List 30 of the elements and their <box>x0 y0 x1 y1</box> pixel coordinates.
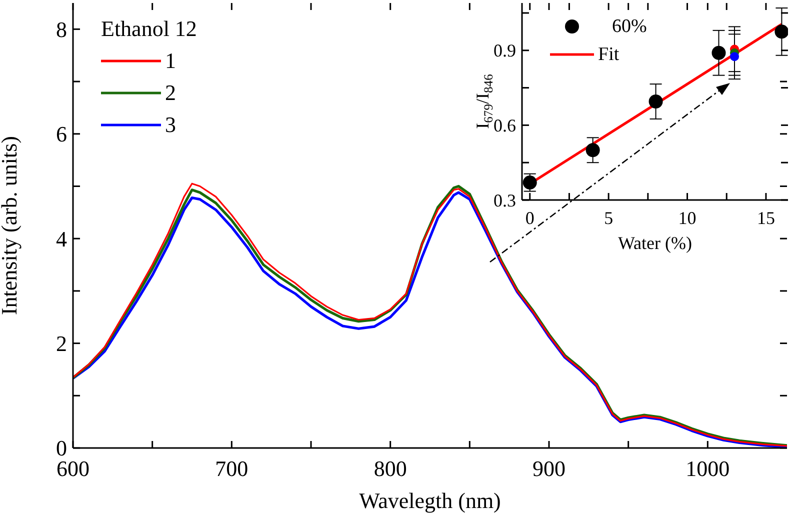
point <box>712 46 726 60</box>
y-axis-title: Intensity (arb. units) <box>0 136 22 316</box>
x-tick-label: 0 <box>525 208 534 228</box>
x-tick-label: 10 <box>678 208 696 228</box>
x-axis-title: Wavelegth (nm) <box>359 488 501 513</box>
x-tick-label: 800 <box>374 456 407 481</box>
legend-label: 1 <box>165 46 176 75</box>
y-tick-label: 0.9 <box>494 40 516 61</box>
point <box>648 94 663 108</box>
legend-label: 60% <box>612 15 647 39</box>
x-tick-label: 900 <box>532 456 566 481</box>
y-tick-label: 8 <box>56 16 67 42</box>
legend-label: 3 <box>165 110 176 139</box>
legend-label: Fit <box>598 42 620 67</box>
point <box>730 52 739 62</box>
y-tick-label: 0.6 <box>494 115 516 136</box>
legend-title: Ethanol 12 <box>101 15 197 43</box>
x-tick-label: 15 <box>756 208 775 228</box>
x-tick-label: 1000 <box>686 456 730 481</box>
y-tick-label: 6 <box>56 122 67 147</box>
y-tick-label: 2 <box>56 330 67 356</box>
y-tick-label: 4 <box>56 226 67 252</box>
legend-label: 2 <box>165 78 176 107</box>
point <box>774 24 788 39</box>
x-tick-label: 5 <box>604 208 614 228</box>
x-tick-label: 700 <box>215 456 248 481</box>
point <box>522 176 537 190</box>
x-axis-title: Water (%) <box>618 233 692 253</box>
y-tick-label: 0.3 <box>494 190 516 210</box>
point <box>586 143 600 158</box>
